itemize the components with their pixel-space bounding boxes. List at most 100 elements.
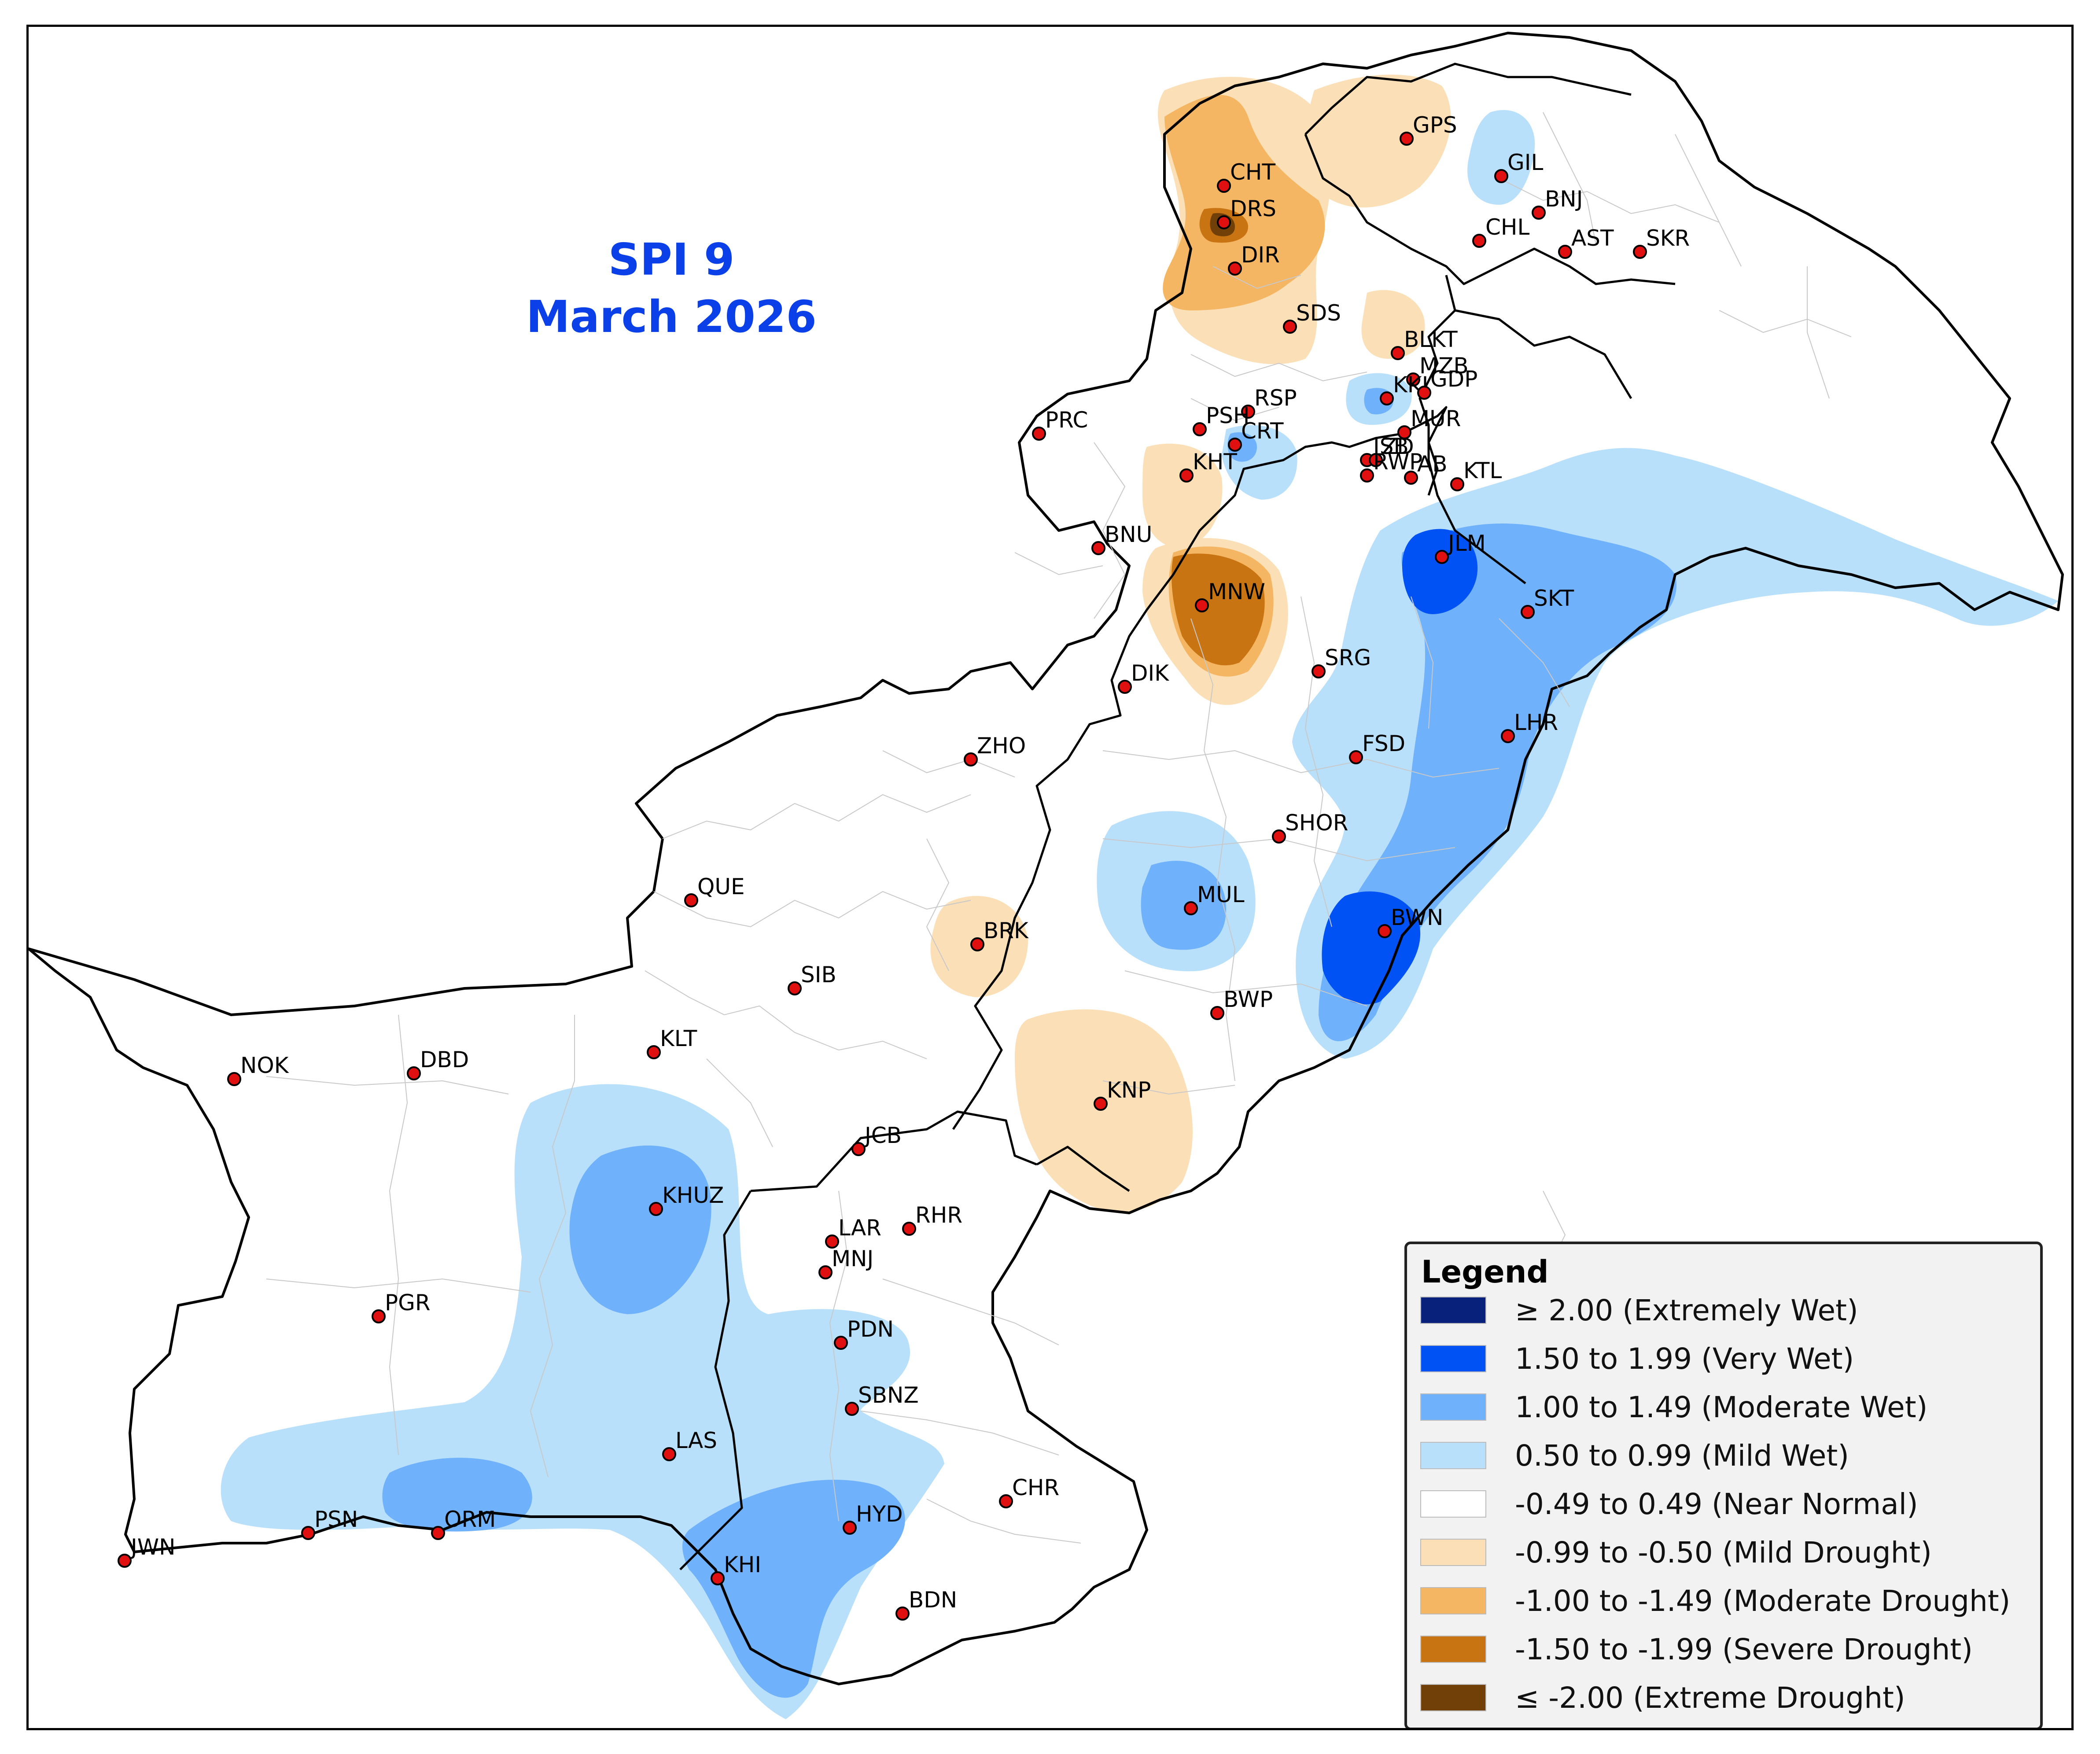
station-hyd[interactable]: HYD [843,1501,903,1535]
station-marker[interactable] [711,1571,725,1585]
station-marker[interactable] [662,1447,676,1461]
station-marker[interactable] [964,752,978,766]
station-marker[interactable] [1228,262,1242,276]
station-marker[interactable] [851,1142,866,1156]
station-jlm[interactable]: JLM [1435,531,1486,564]
station-marker[interactable] [647,1045,661,1059]
station-bwn[interactable]: BWN [1378,905,1443,938]
station-psn[interactable]: PSN [301,1507,358,1540]
station-marker[interactable] [902,1222,916,1236]
station-marker[interactable] [1195,598,1209,612]
station-brk[interactable]: BRK [970,918,1029,951]
station-prc[interactable]: PRC [1032,407,1088,441]
station-dir[interactable]: DIR [1228,242,1280,276]
station-bdn[interactable]: BDN [895,1587,957,1621]
station-drs[interactable]: DRS [1217,196,1276,229]
station-marker[interactable] [1532,206,1546,220]
station-marker[interactable] [372,1309,386,1323]
station-dbd[interactable]: DBD [407,1047,469,1080]
station-chl[interactable]: CHL [1472,214,1530,248]
station-marker[interactable] [818,1265,833,1279]
station-marker[interactable] [227,1072,241,1086]
station-marker[interactable] [1369,453,1383,467]
station-marker[interactable] [1193,422,1207,436]
station-marker[interactable] [1397,425,1411,439]
station-skr[interactable]: SKR [1633,225,1690,259]
station-mzb[interactable]: MZB [1406,353,1469,387]
station-khi[interactable]: KHI [711,1552,761,1585]
station-marker[interactable] [1501,729,1515,743]
station-mnw[interactable]: MNW [1195,579,1265,612]
station-marker[interactable] [1404,471,1418,485]
station-marker[interactable] [825,1234,839,1249]
station-marker[interactable] [1184,901,1198,915]
station-marker[interactable] [1091,541,1105,555]
station-marker[interactable] [1217,179,1231,193]
station-pgr[interactable]: PGR [372,1290,431,1323]
station-shor[interactable]: SHOR [1272,810,1348,844]
station-zho[interactable]: ZHO [964,733,1026,766]
station-pdn[interactable]: PDN [834,1316,894,1350]
station-marker[interactable] [1349,750,1363,764]
station-rsp[interactable]: RSP [1241,385,1297,419]
station-orm[interactable]: ORM [431,1507,496,1540]
station-marker[interactable] [1312,664,1326,678]
station-marker[interactable] [834,1336,848,1350]
station-marker[interactable] [1032,427,1046,441]
station-mul[interactable]: MUL [1184,882,1245,915]
station-marker[interactable] [407,1066,421,1080]
station-blkt[interactable]: BLKT [1391,327,1458,360]
station-khuz[interactable]: KHUZ [649,1183,724,1216]
station-knp[interactable]: KNP [1094,1077,1151,1111]
station-nok[interactable]: NOK [227,1053,289,1086]
station-marker[interactable] [118,1554,132,1568]
station-marker[interactable] [649,1202,663,1216]
station-marker[interactable] [1400,132,1414,146]
station-kht[interactable]: KHT [1179,449,1237,483]
station-marker[interactable] [1521,605,1535,619]
station-marker[interactable] [1406,372,1420,387]
station-zd[interactable]: ZD [1369,434,1414,467]
station-klt[interactable]: KLT [647,1026,697,1059]
station-las[interactable]: LAS [662,1428,717,1461]
station-sib[interactable]: SIB [788,962,836,995]
station-dik[interactable]: DIK [1118,660,1169,694]
station-que[interactable]: QUE [684,874,745,907]
station-marker[interactable] [1494,169,1508,183]
station-marker[interactable] [1241,405,1255,419]
station-ktl[interactable]: KTL [1450,458,1502,491]
station-gil[interactable]: GIL [1494,150,1543,183]
station-marker[interactable] [1391,346,1405,360]
station-gps[interactable]: GPS [1400,112,1457,146]
station-marker[interactable] [431,1526,445,1540]
station-marker[interactable] [788,981,802,995]
station-marker[interactable] [1450,477,1464,491]
station-marker[interactable] [1228,438,1242,452]
station-sds[interactable]: SDS [1283,300,1341,334]
station-marker[interactable] [1380,391,1394,405]
station-sbnz[interactable]: SBNZ [845,1382,919,1416]
station-marker[interactable] [1210,1006,1224,1020]
station-mur[interactable]: MUR [1397,406,1461,439]
station-marker[interactable] [1283,320,1297,334]
station-marker[interactable] [1217,215,1231,229]
station-lhr[interactable]: LHR [1501,710,1558,743]
station-marker[interactable] [843,1521,857,1535]
station-rwp[interactable]: RWP [1360,449,1422,483]
station-marker[interactable] [1435,550,1449,564]
station-marker[interactable] [1272,829,1286,844]
station-gdp[interactable]: GDP [1417,366,1477,400]
station-lar[interactable]: LAR [825,1215,881,1249]
station-marker[interactable] [1558,245,1572,259]
station-rhr[interactable]: RHR [902,1202,962,1236]
station-marker[interactable] [895,1607,910,1621]
station-marker[interactable] [1179,468,1194,483]
station-marker[interactable] [1417,386,1431,400]
station-bnu[interactable]: BNU [1091,522,1152,555]
station-marker[interactable] [1472,234,1486,248]
station-chr[interactable]: CHR [999,1475,1059,1508]
station-marker[interactable] [845,1402,859,1416]
station-marker[interactable] [1118,680,1132,694]
station-bwp[interactable]: BWP [1210,987,1273,1020]
